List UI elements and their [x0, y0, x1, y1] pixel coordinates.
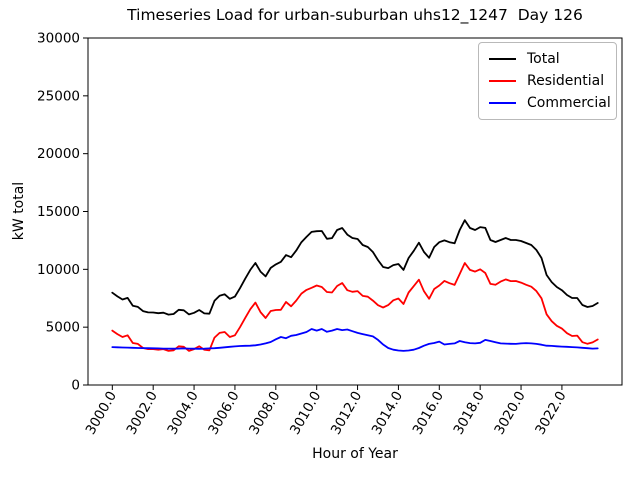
y-tick-label: 30000	[37, 31, 80, 47]
y-tick-label: 5000	[46, 320, 80, 336]
x-tick-label: 3014.0	[369, 389, 406, 438]
legend-label-residential: Residential	[527, 73, 605, 89]
x-tick-label: 3008.0	[246, 389, 283, 438]
x-axis-label: Hour of Year	[312, 446, 398, 462]
x-tick-label: 3012.0	[328, 389, 365, 438]
legend: Total Residential Commercial	[478, 42, 617, 120]
y-tick-label: 10000	[37, 262, 80, 278]
x-tick-label: 3018.0	[450, 389, 487, 438]
x-tick-label: 3006.0	[205, 389, 242, 438]
y-tick-label: 20000	[37, 146, 80, 162]
x-tick-label: 3016.0	[410, 389, 447, 438]
legend-entry-residential: Residential	[489, 70, 606, 92]
legend-line-sample-commercial	[489, 102, 516, 104]
x-tick-label: 3004.0	[164, 389, 201, 438]
legend-entry-total: Total	[489, 48, 606, 70]
x-tick-label: 3020.0	[491, 389, 528, 438]
y-tick-label: 0	[71, 378, 80, 394]
x-tick-label: 3002.0	[123, 389, 160, 438]
x-tick-label: 3000.0	[83, 389, 120, 438]
series-line-total	[111, 219, 599, 316]
series-line-commercial	[111, 328, 599, 352]
legend-line-sample-total	[489, 58, 516, 60]
y-axis-label: kW total	[11, 181, 27, 241]
series-line-residential	[111, 262, 599, 352]
y-tick-label: 25000	[37, 88, 80, 104]
legend-line-sample-residential	[489, 80, 516, 82]
legend-label-commercial: Commercial	[527, 95, 611, 111]
y-tick-label: 15000	[37, 204, 80, 220]
legend-entry-commercial: Commercial	[489, 92, 611, 114]
x-tick-label: 3022.0	[532, 389, 569, 438]
chart-title: Timeseries Load for urban-suburban uhs12…	[127, 6, 583, 24]
legend-label-total: Total	[527, 51, 560, 67]
x-tick-label: 3010.0	[287, 389, 324, 438]
